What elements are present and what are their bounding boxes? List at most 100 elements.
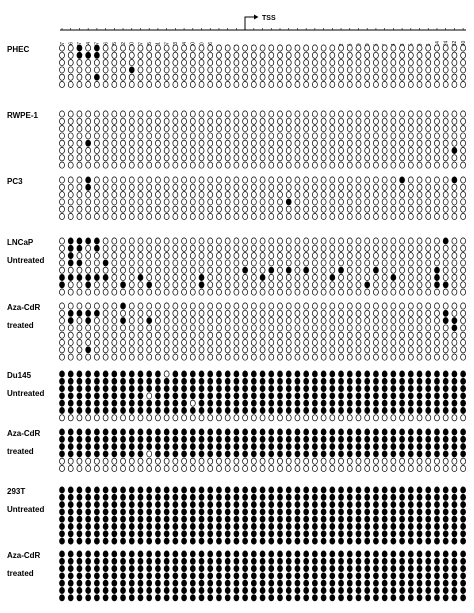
methylated-cpg — [277, 515, 283, 523]
unmethylated-cpg — [128, 266, 135, 274]
unmethylated-cpg — [329, 176, 336, 184]
unmethylated-cpg — [373, 198, 379, 206]
unmethylated-cpg — [181, 110, 187, 118]
methylated-cpg — [434, 537, 440, 545]
unmethylated-cpg — [268, 183, 275, 191]
unmethylated-cpg — [120, 198, 126, 206]
methylated-cpg — [434, 435, 440, 443]
methylated-cpg — [451, 572, 458, 580]
methylated-cpg — [216, 550, 222, 558]
methylated-cpg — [259, 493, 266, 501]
unmethylated-cpg — [85, 132, 92, 140]
unmethylated-cpg — [94, 213, 100, 220]
methylated-cpg — [434, 486, 440, 494]
methylated-cpg — [259, 274, 266, 281]
methylated-cpg — [198, 435, 205, 443]
unmethylated-cpg — [303, 205, 310, 213]
unmethylated-cpg — [460, 324, 466, 332]
unmethylated-cpg — [364, 353, 371, 361]
methylated-cpg — [268, 486, 275, 494]
unmethylated-cpg — [399, 324, 405, 332]
unmethylated-cpg — [224, 252, 231, 260]
unmethylated-cpg — [416, 66, 423, 74]
unmethylated-cpg — [259, 302, 266, 310]
unmethylated-cpg — [399, 259, 405, 267]
methylated-cpg — [163, 450, 170, 458]
unmethylated-cpg — [329, 59, 336, 67]
methylated-cpg — [416, 501, 423, 509]
unmethylated-cpg — [364, 259, 371, 267]
unmethylated-cpg — [346, 465, 353, 472]
methylated-cpg — [407, 370, 414, 378]
methylated-cpg — [85, 515, 92, 523]
unmethylated-cpg — [94, 191, 100, 199]
unmethylated-cpg — [320, 324, 327, 332]
methylated-cpg — [294, 523, 301, 530]
methylated-cpg — [381, 530, 388, 538]
methylated-cpg — [146, 370, 153, 378]
methylated-cpg — [320, 435, 327, 443]
unmethylated-cpg — [163, 154, 170, 162]
methylated-cpg — [250, 501, 257, 509]
methylated-cpg — [181, 530, 187, 538]
unmethylated-cpg — [407, 81, 414, 88]
unmethylated-cpg — [416, 252, 423, 260]
unmethylated-cpg — [416, 154, 423, 162]
unmethylated-cpg — [250, 198, 257, 206]
unmethylated-cpg — [355, 324, 362, 332]
unmethylated-cpg — [425, 331, 432, 339]
unmethylated-cpg — [259, 139, 266, 147]
methylated-cpg — [346, 572, 353, 580]
unmethylated-cpg — [373, 183, 379, 191]
unmethylated-cpg — [120, 259, 126, 267]
unmethylated-cpg — [242, 44, 248, 52]
unmethylated-cpg — [163, 132, 170, 140]
unmethylated-cpg — [416, 259, 423, 267]
unmethylated-cpg — [425, 302, 432, 310]
methylated-cpg — [94, 237, 100, 245]
unmethylated-cpg — [294, 281, 301, 289]
methylated-cpg — [381, 508, 388, 516]
unmethylated-cpg — [407, 117, 414, 125]
methylated-cpg — [355, 370, 362, 378]
methylated-cpg — [425, 385, 432, 393]
unmethylated-cpg — [277, 198, 283, 206]
unmethylated-cpg — [442, 339, 449, 346]
unmethylated-cpg — [207, 139, 214, 147]
unmethylated-cpg — [146, 205, 153, 213]
methylated-cpg — [416, 392, 423, 400]
methylated-cpg — [76, 51, 83, 59]
unmethylated-cpg — [146, 59, 153, 67]
unmethylated-cpg — [312, 331, 318, 339]
unmethylated-cpg — [76, 346, 83, 354]
unmethylated-cpg — [128, 213, 135, 220]
unmethylated-cpg — [425, 309, 432, 317]
unmethylated-cpg — [312, 274, 318, 281]
methylated-cpg — [425, 515, 432, 523]
methylated-cpg — [399, 515, 405, 523]
unmethylated-cpg — [67, 183, 74, 191]
methylated-cpg — [172, 579, 179, 587]
unmethylated-cpg — [294, 266, 301, 274]
methylated-cpg — [434, 407, 440, 414]
unmethylated-cpg — [137, 191, 144, 199]
methylated-cpg — [425, 530, 432, 538]
unmethylated-cpg — [111, 252, 118, 260]
unmethylated-cpg — [120, 457, 126, 465]
unmethylated-cpg — [373, 465, 379, 472]
methylated-cpg — [128, 66, 135, 74]
methylated-cpg — [94, 51, 100, 59]
unmethylated-cpg — [111, 59, 118, 67]
unmethylated-cpg — [285, 161, 292, 169]
unmethylated-cpg — [268, 110, 275, 118]
unmethylated-cpg — [181, 66, 187, 74]
unmethylated-cpg — [120, 51, 126, 59]
methylated-cpg — [416, 515, 423, 523]
methylated-cpg — [155, 435, 161, 443]
unmethylated-cpg — [425, 353, 432, 361]
methylated-cpg — [364, 281, 371, 289]
methylated-cpg — [172, 572, 179, 580]
methylated-cpg — [146, 508, 153, 516]
unmethylated-cpg — [224, 302, 231, 310]
unmethylated-cpg — [399, 139, 405, 147]
